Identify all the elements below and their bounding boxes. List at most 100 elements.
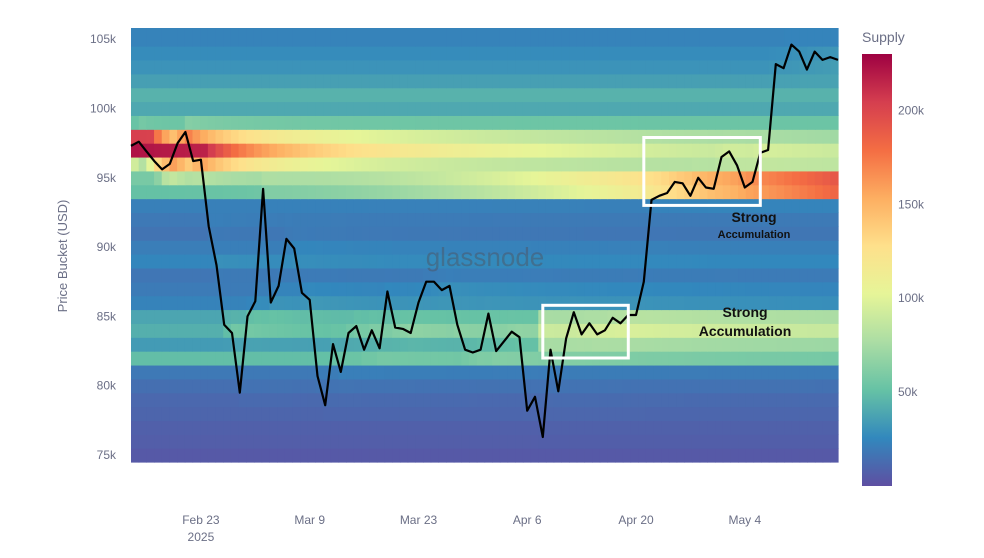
heatmap-cell [407,115,416,130]
heatmap-cell [530,378,539,394]
heatmap-cell [607,240,616,255]
heatmap-cell [799,434,808,449]
heatmap-cell [223,448,232,463]
heatmap-cell [584,129,593,144]
heatmap-cell [630,73,639,89]
heatmap-cell [730,420,739,435]
heatmap-cell [653,184,662,200]
heatmap-cell [830,226,839,241]
heatmap-cell [599,198,609,214]
heatmap-cell [814,434,824,449]
heatmap-cell [768,254,778,269]
heatmap-cell [691,281,701,297]
heatmap-cell [691,434,701,449]
heatmap-cell [807,420,816,435]
heatmap-cell [515,434,524,449]
heatmap-cell [661,295,670,311]
heatmap-cell [215,406,224,422]
heatmap-cell [192,184,201,200]
heatmap-cell [776,406,785,422]
heatmap-cell [615,129,624,144]
heatmap-cell [499,59,509,75]
heatmap-cell [592,170,601,186]
heatmap-cell [645,46,655,61]
heatmap-cell [499,115,509,130]
heatmap-cell [584,101,593,116]
heatmap-cell [499,129,509,144]
heatmap-cell [615,198,624,214]
heatmap-cell [138,115,147,130]
heatmap-cell [277,295,286,311]
heatmap-cell [607,59,616,75]
heatmap-cell [676,364,685,380]
heatmap-cell [230,198,240,214]
heatmap-cell [269,434,278,449]
heatmap-cell [761,156,770,172]
heatmap-cell [507,59,516,75]
heatmap-cell [230,73,240,89]
heatmap-cell [553,226,562,241]
heatmap-cell [507,156,516,172]
heatmap-cell [707,59,716,75]
heatmap-cell [791,392,801,408]
heatmap-cell [615,323,624,338]
heatmap-cell [722,46,732,61]
heatmap-cell [768,156,778,172]
heatmap-cell [707,364,716,380]
heatmap-cell [830,115,839,130]
heatmap-cell [423,46,432,61]
heatmap-cell [507,267,516,283]
heatmap-cell [215,226,224,241]
heatmap-cell [154,170,163,186]
heatmap-cell [376,143,386,158]
heatmap-cell [507,226,516,241]
heatmap-cell [569,420,578,435]
heatmap-cell [707,184,716,200]
heatmap-cell [369,46,378,61]
heatmap-cell [499,87,509,103]
heatmap-cell [238,129,247,144]
heatmap-cell [223,87,232,103]
heatmap-cell [592,184,601,200]
heatmap-cell [522,115,532,130]
heatmap-cell [738,87,747,103]
heatmap-cell [530,323,539,338]
heatmap-cell [376,434,386,449]
heatmap-cell [661,448,670,463]
heatmap-cell [292,406,301,422]
heatmap-cell [430,337,439,352]
heatmap-cell [430,28,439,47]
heatmap-cell [791,226,801,241]
heatmap-cell [576,143,585,158]
heatmap-cell [822,420,831,435]
heatmap-cell [469,406,478,422]
heatmap-cell [768,406,778,422]
heatmap-cell [561,46,570,61]
heatmap-cell [330,323,340,338]
heatmap-cell [791,309,801,324]
heatmap-cell [131,392,140,408]
heatmap-cell [261,198,270,214]
heatmap-cell [269,129,278,144]
heatmap-cell [807,73,816,89]
heatmap-cell [515,267,524,283]
heatmap-cell [415,392,424,408]
y-tick-label: 85k [97,309,117,323]
heatmap-cell [146,143,155,158]
heatmap-cell [653,364,662,380]
heatmap-cell [515,143,524,158]
heatmap-cell [361,156,370,172]
heatmap-cell [369,115,378,130]
heatmap-cell [691,392,701,408]
heatmap-cell [561,226,570,241]
heatmap-cell [592,364,601,380]
heatmap-cell [169,267,178,283]
heatmap-cell [446,28,455,47]
heatmap-cell [768,101,778,116]
heatmap-cell [384,406,393,422]
heatmap-cell [415,115,424,130]
heatmap-cell [361,184,370,200]
heatmap-cell [138,434,147,449]
heatmap-cell [753,240,762,255]
heatmap-cell [423,434,432,449]
